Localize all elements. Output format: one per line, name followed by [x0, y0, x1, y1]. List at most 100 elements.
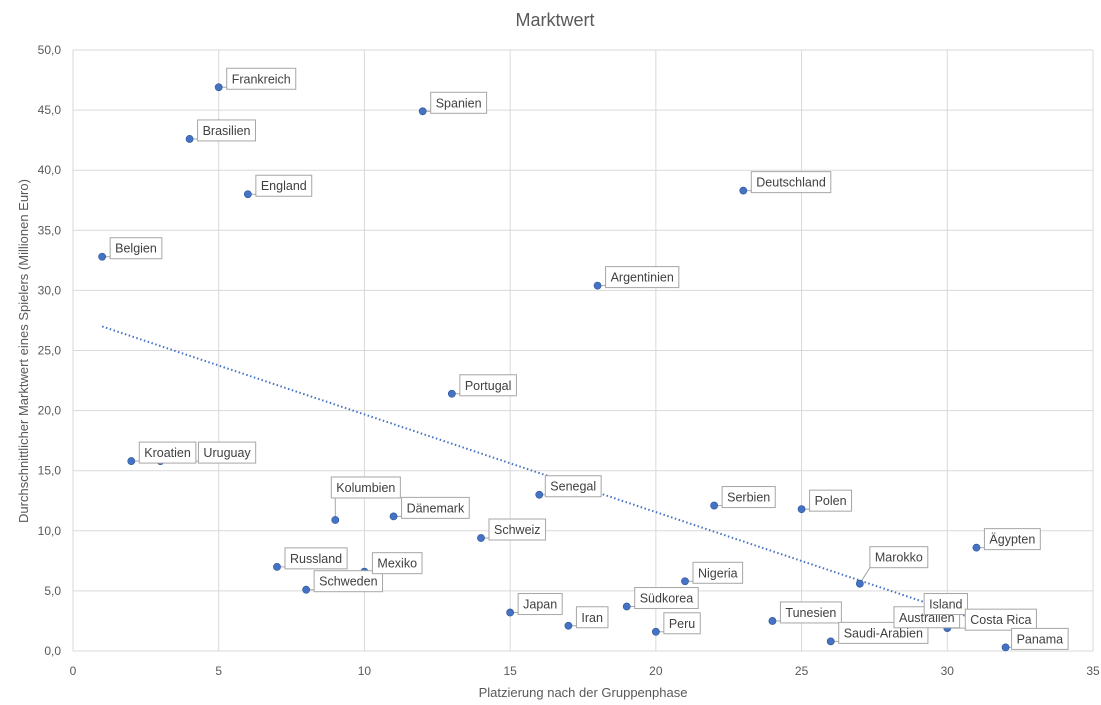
- y-tick-label: 20,0: [38, 404, 62, 418]
- x-tick-labels: 0 5 10 15 20 25 30 35: [70, 664, 1100, 678]
- data-label: Belgien: [109, 237, 163, 260]
- data-label-box: [605, 266, 680, 289]
- data-label-box: [138, 441, 197, 464]
- data-label: Kolumbien: [330, 476, 401, 499]
- data-label-box: [750, 171, 832, 194]
- data-point: [389, 512, 398, 521]
- y-tick-labels: 0,0 5,0 10,0 15,0 20,0 25,0 30,0 35,0 40,0 45,0 50…: [38, 43, 62, 658]
- data-label: Portugal: [459, 374, 517, 397]
- data-label-text: Deutschland: [756, 176, 826, 190]
- data-label-text: Panama: [1017, 632, 1064, 646]
- data-label: Brasilien: [197, 119, 257, 142]
- data-label: Costa Rica: [964, 608, 1037, 631]
- data-label: Frankreich: [226, 67, 297, 90]
- data-label-text: Schweden: [319, 575, 377, 589]
- x-tick-label: 10: [358, 664, 372, 678]
- gridlines: [72, 49, 1094, 652]
- data-point: [739, 186, 748, 195]
- data-label: Schweiz: [488, 518, 547, 541]
- y-tick-label: 0,0: [44, 644, 61, 658]
- data-label: Südkorea: [634, 587, 699, 610]
- data-label-box: [255, 174, 313, 197]
- data-label-box: [459, 374, 517, 397]
- data-label-text: Brasilien: [203, 124, 251, 138]
- data-point: [506, 608, 515, 617]
- data-point: [1001, 643, 1010, 652]
- data-point: [418, 107, 427, 116]
- data-point: [710, 501, 719, 510]
- data-label-text: Nigeria: [698, 566, 738, 580]
- y-tick-label: 10,0: [38, 524, 62, 538]
- data-label: Russland: [284, 547, 348, 570]
- data-labels: Belgien Kroatien Uruguay Brasilien Frankreic…: [109, 67, 1069, 650]
- data-point: [681, 577, 689, 586]
- data-label: Serbien: [721, 486, 776, 509]
- data-label: Island: [923, 593, 969, 616]
- data-label-text: Schweiz: [494, 523, 541, 537]
- data-point: [98, 252, 107, 261]
- data-label-text: Portugal: [465, 379, 512, 393]
- x-tick-label: 25: [795, 664, 809, 678]
- data-label-text: Uruguay: [203, 446, 251, 460]
- data-label-box: [575, 606, 609, 629]
- data-label-text: Serbien: [727, 491, 770, 505]
- data-label-text: Polen: [815, 494, 847, 508]
- data-label-text: Senegal: [550, 480, 596, 494]
- data-label-box: [923, 593, 969, 616]
- data-point: [447, 389, 456, 398]
- data-point: [972, 543, 981, 552]
- data-label: Argentinien: [605, 266, 680, 289]
- y-tick-label: 35,0: [38, 223, 62, 237]
- data-label-box: [371, 552, 423, 575]
- data-label-box: [517, 593, 563, 616]
- data-point: [768, 617, 777, 625]
- data-label: Deutschland: [750, 171, 832, 194]
- data-label-text: Argentinien: [611, 271, 674, 285]
- data-label-box: [430, 91, 488, 114]
- data-point: [214, 83, 223, 92]
- data-label-box: [544, 475, 602, 498]
- data-label-text: Saudi-Arabien: [844, 626, 923, 640]
- data-point: [622, 602, 631, 611]
- data-label-text: Frankreich: [232, 72, 291, 86]
- data-label-text: Marokko: [875, 551, 923, 565]
- data-label-text: Südkorea: [640, 592, 694, 606]
- x-tick-label: 5: [215, 664, 222, 678]
- data-label: Japan: [517, 593, 563, 616]
- data-label-box: [226, 67, 297, 90]
- data-point: [127, 457, 136, 465]
- data-point: [564, 621, 573, 630]
- data-label: Peru: [663, 612, 701, 635]
- data-label-box: [401, 496, 470, 519]
- data-label-text: Kroatien: [144, 446, 191, 460]
- data-label-text: Russland: [290, 552, 342, 566]
- data-label-text: Peru: [669, 617, 695, 631]
- data-label-text: Belgien: [115, 242, 157, 256]
- data-point: [302, 585, 311, 594]
- data-label-box: [692, 561, 744, 584]
- data-label-box: [964, 608, 1037, 631]
- data-label-box: [313, 570, 384, 593]
- data-label: Nigeria: [692, 561, 744, 584]
- data-label-text: Island: [929, 598, 962, 612]
- data-label-box: [197, 119, 257, 142]
- data-point: [185, 135, 194, 143]
- data-label: Uruguay: [197, 441, 257, 464]
- x-axis-title: Platzierung nach der Gruppenphase: [479, 685, 688, 700]
- y-tick-label: 5,0: [44, 584, 61, 598]
- data-label: Kroatien: [138, 441, 197, 464]
- data-label-box: [983, 528, 1041, 551]
- data-label-text: Tunesien: [785, 606, 836, 620]
- x-tick-label: 20: [649, 664, 663, 678]
- x-tick-label: 15: [503, 664, 517, 678]
- data-point: [797, 505, 806, 514]
- data-label-text: England: [261, 179, 307, 193]
- data-label-text: Japan: [523, 598, 557, 612]
- data-label: Dänemark: [401, 496, 470, 519]
- data-label-box: [488, 518, 547, 541]
- data-point: [243, 190, 252, 199]
- data-label-text: Costa Rica: [970, 613, 1031, 627]
- data-label-box: [1011, 627, 1069, 650]
- data-label: Marokko: [869, 546, 929, 569]
